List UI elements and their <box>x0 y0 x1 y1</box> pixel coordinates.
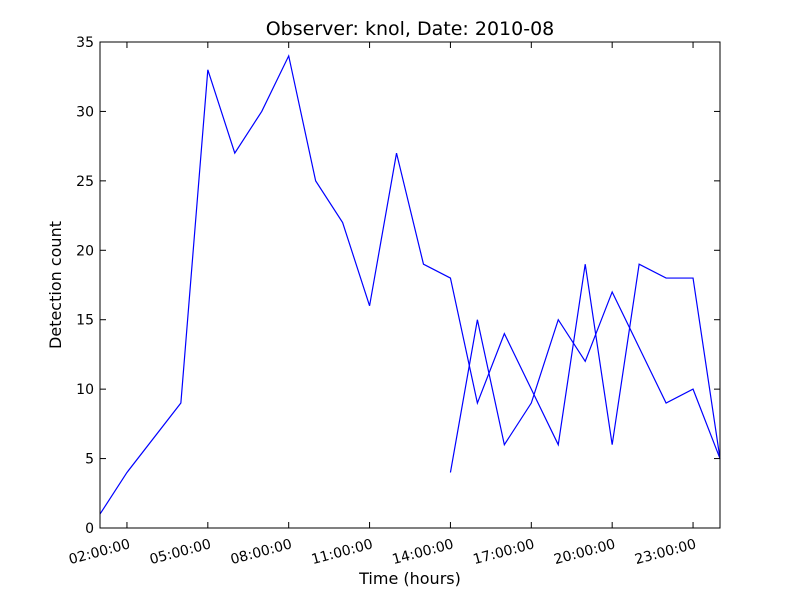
y-tick-label: 30 <box>76 104 94 120</box>
y-tick-label: 10 <box>76 382 94 398</box>
series-line-1 <box>99 54 721 515</box>
y-tick-label: 5 <box>85 452 94 468</box>
x-tick-label: 08:00:00 <box>229 536 294 568</box>
y-tick-label: 15 <box>76 313 94 329</box>
x-tick-label: 11:00:00 <box>310 536 375 568</box>
y-axis-label: Detection count <box>46 221 65 349</box>
x-tick-label: 23:00:00 <box>633 536 698 568</box>
x-tick-label: 05:00:00 <box>148 536 213 568</box>
tick-labels: 02:00:00 05:00:00 08:00:00 11:00:00 14:00:00… <box>67 35 698 568</box>
y-tick-label: 35 <box>76 35 94 51</box>
plot-lines <box>99 54 721 515</box>
y-tick-label: 0 <box>85 521 94 537</box>
chart-title: Observer: knol, Date: 2010-08 <box>266 18 555 40</box>
x-axis-label: Time (hours) <box>358 569 461 588</box>
y-tick-label: 20 <box>76 243 94 259</box>
y-tick-label: 25 <box>76 174 94 190</box>
axis-ticks <box>100 41 720 529</box>
series-line-2 <box>449 290 721 473</box>
x-tick-label: 14:00:00 <box>391 536 456 568</box>
plot-frame <box>99 41 721 529</box>
x-tick-label: 17:00:00 <box>471 536 536 568</box>
x-tick-label: 20:00:00 <box>552 536 617 568</box>
x-tick-label: 02:00:00 <box>67 536 132 568</box>
